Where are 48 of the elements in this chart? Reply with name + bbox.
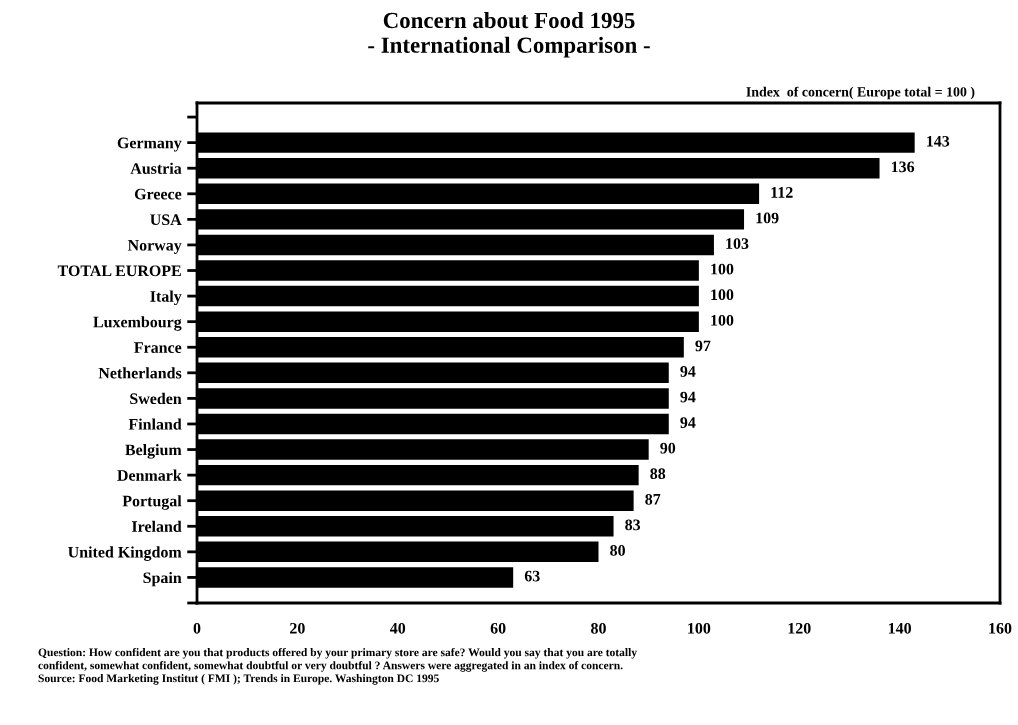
y-tick-label: France (134, 342, 182, 353)
x-tick-label: 80 (591, 622, 606, 634)
y-tick-label: Finland (128, 418, 182, 430)
chart-title: Concern about Food 1995 - International Comparison - (368, 12, 650, 58)
y-tick-label: Greece (134, 188, 182, 200)
y-tick-label: Norway (127, 240, 182, 254)
data-label: 136 (891, 161, 915, 173)
data-label: 87 (645, 493, 661, 505)
data-label: 100 (711, 263, 734, 275)
y-tick-label: Netherlands (98, 367, 182, 379)
data-label: 112 (771, 187, 793, 198)
x-tick-label: 100 (688, 622, 711, 634)
y-tick-label: Italy (150, 290, 182, 306)
text: Question: How confident are you that products offered by your primary store are safe? Would you say that you are totally confident, somewhat confident, somewhat doubtful or very doubtful ? Answers were aggregated in an index of concern. Source: Food Marketing Institut ( FMI ); Trends in Europe. Washington DC 1995 (38, 648, 637, 685)
y-tick-label: Luxembourg (93, 316, 182, 331)
data-label: 109 (756, 212, 779, 224)
data-label: 94 (680, 417, 696, 428)
data-label: 88 (650, 468, 666, 480)
x-tick-label: 20 (290, 622, 305, 634)
y-tick-label: United Kingdom (68, 546, 182, 561)
data-label: 100 (711, 314, 734, 326)
data-label: 94 (680, 391, 696, 403)
y-tick-label: Spain (143, 571, 182, 587)
x-tick-label: 120 (788, 622, 811, 634)
y-tick-label: Belgium (125, 444, 182, 459)
x-tick-label: 160 (989, 622, 1012, 634)
y-tick-label: TOTAL EUROPE (57, 265, 181, 277)
x-tick-label: 40 (389, 622, 406, 634)
data-label: 100 (711, 289, 734, 301)
y-tick-label: Denmark (117, 469, 182, 481)
data-label: 143 (927, 135, 950, 147)
y-tick-label: Sweden (130, 392, 182, 405)
y-tick-label: Austria (130, 162, 182, 174)
data-label: 97 (695, 340, 711, 352)
data-label: 90 (660, 442, 676, 454)
x-tick-label: 140 (888, 622, 911, 634)
data-label: 63 (524, 570, 540, 582)
y-tick-label: USA (150, 214, 182, 226)
y-tick-label: Ireland (131, 520, 182, 532)
y-tick-label: Germany (117, 137, 182, 152)
x-tick-label: 0 (193, 622, 201, 634)
chart-subtitle: Index of concern( Europe total = 100 ) (746, 86, 975, 100)
data-label: 83 (625, 519, 641, 531)
data-label: 80 (610, 545, 625, 556)
x-tick-label: 60 (490, 622, 506, 634)
data-label: 103 (726, 238, 749, 249)
data-label: 94 (680, 366, 696, 377)
y-tick-label: Portugal (122, 495, 182, 510)
